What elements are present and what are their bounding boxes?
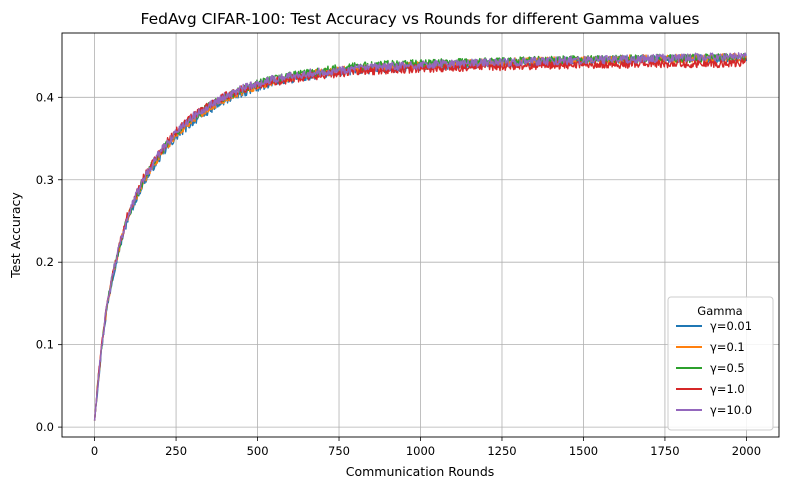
y-tick-label: 0.2 (36, 255, 54, 269)
x-axis-ticks: 0 250 500 750 1000 1250 1500 1750 2000 (91, 437, 761, 458)
legend-title: Gamma (697, 304, 742, 318)
x-tick-label: 0 (91, 444, 98, 458)
x-tick-label: 750 (328, 444, 350, 458)
series-line-5 (93, 52, 747, 421)
x-tick-label: 1500 (569, 444, 598, 458)
legend-box (667, 296, 774, 431)
legend-entry-label: γ=0.01 (710, 319, 752, 333)
y-tick-label: 0.4 (36, 90, 54, 104)
y-axis-ticks: 0.0 0.1 0.2 0.3 0.4 (36, 90, 62, 434)
grid-lines (62, 33, 779, 437)
series-lines (93, 52, 748, 421)
y-tick-label: 0.0 (36, 420, 54, 434)
y-tick-label: 0.3 (36, 173, 54, 187)
y-axis-label: Test Accuracy (8, 192, 23, 279)
legend-entry-label: γ=0.1 (710, 340, 745, 354)
x-tick-label: 2000 (732, 444, 761, 458)
x-tick-label: 1250 (487, 444, 516, 458)
x-tick-label: 1000 (406, 444, 435, 458)
legend-entry-label: γ=0.5 (710, 361, 745, 375)
y-tick-label: 0.1 (36, 338, 54, 352)
x-tick-label: 500 (247, 444, 269, 458)
chart-title: FedAvg CIFAR-100: Test Accuracy vs Round… (141, 10, 700, 28)
x-tick-label: 250 (165, 444, 187, 458)
legend-entry-label: γ=10.0 (710, 403, 752, 417)
x-tick-label: 1750 (650, 444, 679, 458)
legend: Gamma γ=0.01 γ=0.1 γ=0.5 γ=1.0 γ=10.0 (667, 296, 774, 431)
x-axis-label: Communication Rounds (346, 464, 495, 479)
legend-entry-label: γ=1.0 (710, 382, 745, 396)
